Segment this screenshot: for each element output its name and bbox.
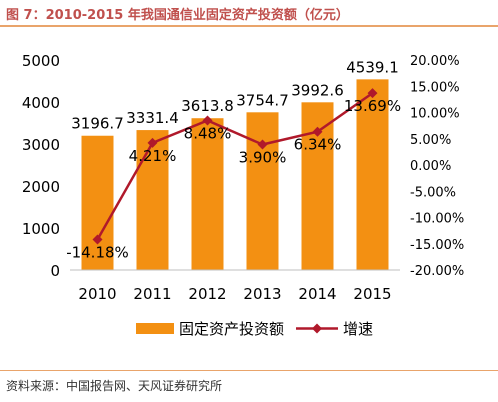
bar-2015 bbox=[356, 79, 389, 270]
chart: 0 1000 2000 3000 4000 5000 -20.00% -15.00% -10.0… bbox=[22, 52, 464, 338]
growth-value-label: 4.21% bbox=[129, 147, 177, 165]
bottom-divider bbox=[0, 370, 498, 371]
y-right-tick-label: -20.00% bbox=[410, 264, 464, 279]
y-left-tick-label: 2000 bbox=[22, 178, 60, 196]
y-left-tick-label: 4000 bbox=[22, 94, 60, 112]
bar-value-label: 3754.7 bbox=[236, 91, 289, 109]
bar-2010 bbox=[81, 135, 114, 270]
growth-value-label: 6.34% bbox=[294, 136, 342, 154]
x-tick-label: 2011 bbox=[133, 285, 171, 303]
x-tick-label: 2012 bbox=[188, 285, 226, 303]
y-right-tick-label: -15.00% bbox=[410, 238, 464, 253]
chart-title: 图 7：2010-2015 年我国通信业固定资产投资额（亿元） bbox=[6, 8, 349, 23]
growth-marker-2013 bbox=[257, 139, 268, 150]
source-note: 资料来源：中国报告网、天风证券研究所 bbox=[6, 379, 223, 393]
bar-value-label: 3613.8 bbox=[181, 97, 234, 115]
y-right-tick-label: 20.00% bbox=[410, 54, 460, 69]
y-right-tick-label: 15.00% bbox=[410, 80, 460, 95]
y-left-tick-label: 0 bbox=[50, 262, 60, 280]
y-left-tick-label: 3000 bbox=[22, 136, 60, 154]
legend-marker-line bbox=[312, 323, 322, 334]
x-tick-label: 2015 bbox=[353, 285, 391, 303]
bar-2011 bbox=[136, 130, 169, 270]
bar-value-label: 3196.7 bbox=[71, 115, 124, 133]
bar-2012 bbox=[191, 118, 224, 270]
bar-2013 bbox=[246, 112, 279, 270]
y-right-tick-label: -5.00% bbox=[410, 185, 456, 200]
growth-marker-2014 bbox=[312, 126, 323, 137]
y-right-tick-label: -10.00% bbox=[410, 212, 464, 227]
legend-label-line: 增速 bbox=[343, 320, 373, 338]
y-right-tick-label: 0.00% bbox=[410, 159, 451, 174]
legend-label-bar: 固定资产投资额 bbox=[179, 320, 284, 338]
growth-value-label: 8.48% bbox=[184, 124, 232, 142]
growth-marker-2011 bbox=[147, 137, 158, 148]
legend-swatch-bar bbox=[136, 323, 174, 334]
growth-marker-2010 bbox=[92, 234, 103, 245]
x-tick-label: 2010 bbox=[78, 285, 116, 303]
growth-value-label: 13.69% bbox=[344, 97, 401, 115]
bar-value-label: 3331.4 bbox=[126, 109, 179, 127]
top-divider bbox=[0, 25, 498, 27]
growth-marker-2015 bbox=[367, 88, 378, 99]
growth-value-label: -14.18% bbox=[66, 243, 129, 261]
bar-value-label: 4539.1 bbox=[346, 58, 399, 76]
growth-marker-2012 bbox=[202, 115, 213, 126]
growth-value-label: 3.90% bbox=[239, 149, 287, 167]
y-right-tick-label: 5.00% bbox=[410, 133, 451, 148]
bar-value-label: 3992.6 bbox=[291, 81, 344, 99]
y-left-tick-label: 5000 bbox=[22, 52, 60, 70]
x-tick-label: 2014 bbox=[298, 285, 336, 303]
y-left-tick-label: 1000 bbox=[22, 220, 60, 238]
y-right-tick-label: 10.00% bbox=[410, 107, 460, 122]
growth-line bbox=[96, 92, 374, 241]
x-tick-label: 2013 bbox=[243, 285, 281, 303]
